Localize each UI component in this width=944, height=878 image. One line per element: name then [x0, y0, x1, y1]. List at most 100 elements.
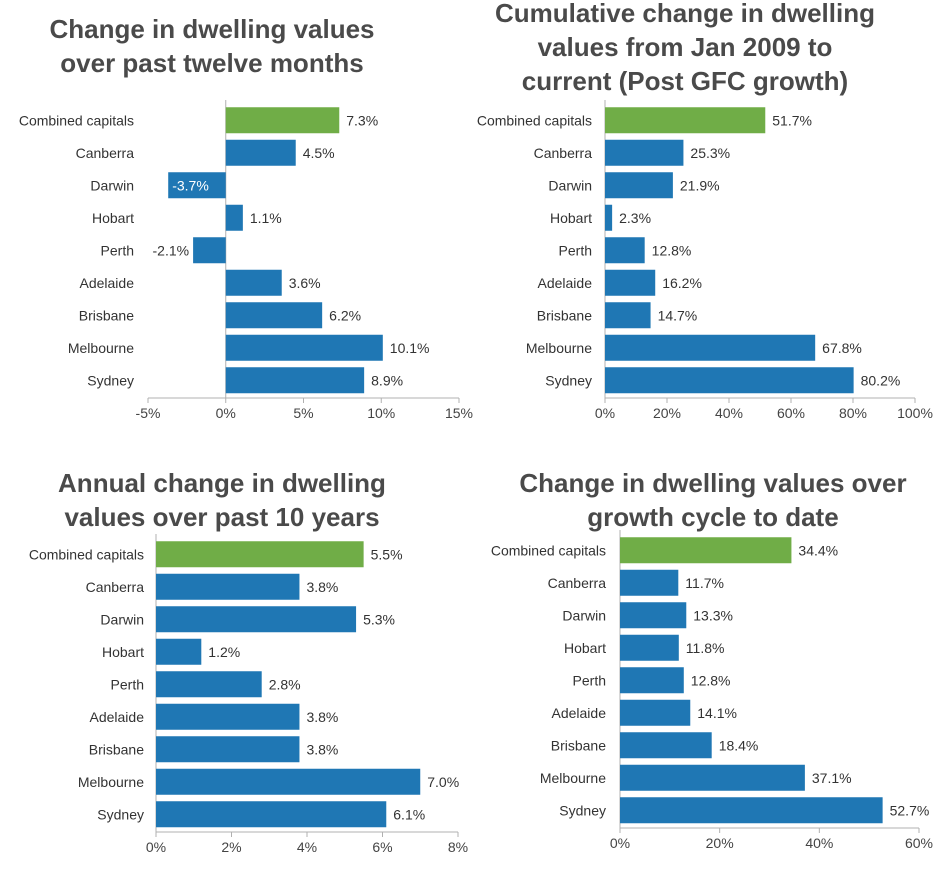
x-tick-label: -5% [136, 405, 161, 421]
category-label: Adelaide [552, 705, 607, 721]
data-label: 11.7% [685, 575, 724, 591]
bar-hobart [620, 634, 679, 661]
data-label: 51.7% [772, 112, 812, 128]
data-label: 8.9% [371, 372, 403, 388]
data-label: 34.4% [798, 542, 838, 558]
category-label: Darwin [548, 177, 592, 193]
bar-melbourne [620, 764, 805, 791]
bar-brisbane [605, 302, 651, 329]
x-tick-label: 6% [372, 839, 392, 855]
data-label: 3.8% [306, 709, 338, 725]
bar-perth [620, 667, 684, 694]
data-label: 37.1% [812, 770, 852, 786]
bar-darwin [168, 172, 226, 199]
category-label: Canberra [76, 145, 135, 161]
bar-darwin [605, 172, 673, 199]
category-label: Canberra [548, 575, 607, 591]
bar-hobart [156, 638, 202, 665]
title-line: Cumulative change in dwelling [495, 0, 875, 28]
data-label: 12.8% [691, 672, 731, 688]
category-label: Sydney [559, 802, 606, 818]
data-label: 21.9% [680, 177, 720, 193]
category-label: Melbourne [540, 770, 606, 786]
category-label: Perth [573, 672, 606, 688]
category-label: Perth [111, 676, 144, 692]
bar-perth [156, 671, 262, 698]
category-label: Sydney [97, 806, 144, 822]
category-label: Darwin [90, 177, 134, 193]
data-label: -3.7% [172, 177, 209, 193]
x-tick-label: 40% [805, 835, 833, 851]
x-tick-label: 4% [297, 839, 317, 855]
x-tick-label: 0% [610, 835, 630, 851]
bar-adelaide [620, 699, 691, 726]
category-label: Combined capitals [477, 112, 592, 128]
category-label: Brisbane [89, 741, 144, 757]
category-label: Combined capitals [29, 546, 144, 562]
bar-brisbane [225, 302, 323, 329]
data-label: 7.0% [427, 774, 459, 790]
title-line: Annual change in dwelling [58, 468, 386, 498]
bar-adelaide [605, 269, 656, 296]
data-label: -2.1% [153, 242, 190, 258]
chart-title: Change in dwelling values over growth cy… [474, 466, 944, 534]
category-label: Sydney [87, 372, 134, 388]
title-line: current (Post GFC growth) [521, 66, 849, 96]
title-line: Change in dwelling values [49, 14, 375, 44]
x-tick-label: 80% [839, 405, 867, 421]
x-tick-label: 60% [777, 405, 805, 421]
category-label: Canberra [534, 145, 593, 161]
chart-title: Annual change in dwelling values over pa… [0, 466, 444, 534]
data-label: 1.2% [208, 644, 240, 660]
category-label: Darwin [100, 611, 144, 627]
bar-combined-capitals [156, 541, 364, 568]
x-tick-label: 10% [367, 405, 395, 421]
data-label: 3.8% [306, 741, 338, 757]
title-line: over past twelve months [60, 48, 364, 78]
data-label: 12.8% [652, 242, 692, 258]
category-label: Hobart [92, 210, 134, 226]
data-label: 6.2% [329, 307, 361, 323]
bar-sydney [620, 797, 883, 824]
category-label: Combined capitals [19, 112, 134, 128]
bar-brisbane [620, 732, 712, 759]
category-label: Adelaide [538, 275, 593, 291]
bar-combined-capitals [620, 537, 792, 564]
x-tick-label: 0% [146, 839, 166, 855]
data-label: 13.3% [693, 607, 733, 623]
data-label: 67.8% [822, 340, 862, 356]
chart-title: Cumulative change in dwelling values fro… [470, 0, 900, 98]
bar-hobart [605, 204, 613, 231]
category-label: Perth [101, 242, 134, 258]
data-label: 3.6% [289, 275, 321, 291]
x-tick-label: 8% [448, 839, 468, 855]
category-label: Adelaide [90, 709, 145, 725]
chart-title: Change in dwelling values over past twel… [0, 12, 424, 80]
data-label: 52.7% [890, 802, 930, 818]
category-label: Brisbane [551, 737, 606, 753]
data-label: 4.5% [303, 145, 335, 161]
bar-melbourne [156, 768, 421, 795]
data-label: 11.8% [686, 640, 725, 656]
category-label: Hobart [550, 210, 592, 226]
data-label: 1.1% [250, 210, 282, 226]
bar-sydney [605, 367, 854, 394]
bar-canberra [225, 139, 296, 166]
x-tick-label: 100% [897, 405, 933, 421]
x-tick-label: 20% [653, 405, 681, 421]
data-label: 5.3% [363, 611, 395, 627]
category-label: Hobart [564, 640, 606, 656]
bar-perth [605, 237, 645, 264]
category-label: Darwin [562, 607, 606, 623]
title-line: growth cycle to date [587, 502, 839, 532]
bar-perth [193, 237, 226, 264]
bar-canberra [605, 139, 684, 166]
bar-sydney [156, 801, 387, 828]
bar-combined-capitals [225, 107, 340, 134]
x-tick-label: 20% [706, 835, 734, 851]
x-tick-label: 0% [595, 405, 615, 421]
category-label: Canberra [86, 579, 145, 595]
bar-darwin [156, 606, 357, 633]
data-label: 14.7% [658, 307, 698, 323]
